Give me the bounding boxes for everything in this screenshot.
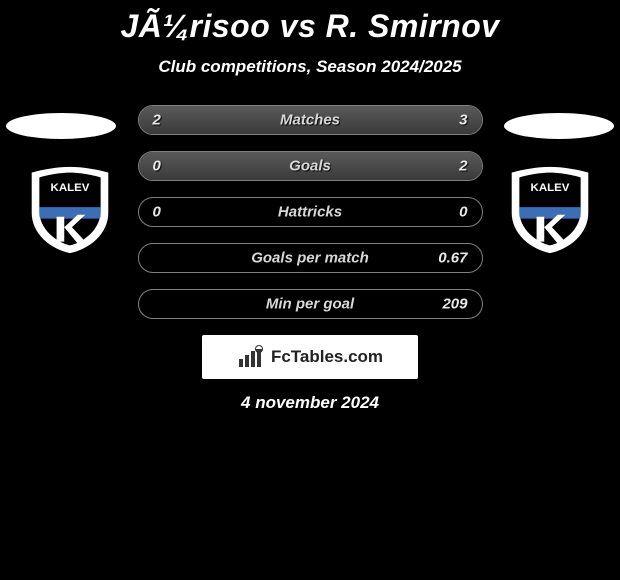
stat-value-left: 0 bbox=[153, 204, 161, 221]
stat-row: Min per goal 209 bbox=[138, 289, 483, 319]
shield-icon: KALEV bbox=[22, 165, 118, 255]
subtitle: Club competitions, Season 2024/2025 bbox=[0, 57, 620, 77]
stat-value-right: 0 bbox=[459, 204, 467, 221]
stat-value-left: 2 bbox=[153, 112, 161, 129]
comparison-card: JÃ¼risoo vs R. Smirnov Club competitions… bbox=[0, 0, 620, 413]
svg-text:KALEV: KALEV bbox=[531, 182, 570, 194]
stat-value-right: 209 bbox=[442, 296, 467, 313]
stat-row: 0 Goals 2 bbox=[138, 151, 483, 181]
club-logo-left: KALEV bbox=[22, 165, 118, 255]
stat-row: 2 Matches 3 bbox=[138, 105, 483, 135]
club-logo-right: KALEV bbox=[502, 165, 598, 255]
stat-label: Hattricks bbox=[278, 204, 342, 221]
stat-value-right: 2 bbox=[459, 158, 467, 175]
branding-badge: FcTables.com bbox=[202, 335, 418, 379]
stat-row: Goals per match 0.67 bbox=[138, 243, 483, 273]
svg-text:KALEV: KALEV bbox=[51, 182, 90, 194]
stat-value-right: 3 bbox=[459, 112, 467, 129]
country-flag-left bbox=[6, 113, 116, 139]
branding-text: FcTables.com bbox=[271, 347, 383, 367]
stats-list: 2 Matches 3 0 Goals 2 0 Hattricks 0 Goals per mat… bbox=[138, 105, 483, 319]
main-area: KALEV KALEV 2 Matches 3 0 Goals 2 0 Hattricks 0 G… bbox=[0, 105, 620, 319]
page-title: JÃ¼risoo vs R. Smirnov bbox=[0, 8, 620, 45]
stat-value-left: 0 bbox=[153, 158, 161, 175]
stat-label: Min per goal bbox=[266, 296, 354, 313]
stat-label: Goals bbox=[289, 158, 331, 175]
country-flag-right bbox=[504, 113, 614, 139]
date: 4 november 2024 bbox=[0, 393, 620, 413]
chart-icon bbox=[237, 345, 265, 369]
stat-label: Matches bbox=[280, 112, 340, 129]
stat-label: Goals per match bbox=[251, 250, 369, 267]
stat-row: 0 Hattricks 0 bbox=[138, 197, 483, 227]
shield-icon: KALEV bbox=[502, 165, 598, 255]
stat-value-right: 0.67 bbox=[438, 250, 467, 267]
